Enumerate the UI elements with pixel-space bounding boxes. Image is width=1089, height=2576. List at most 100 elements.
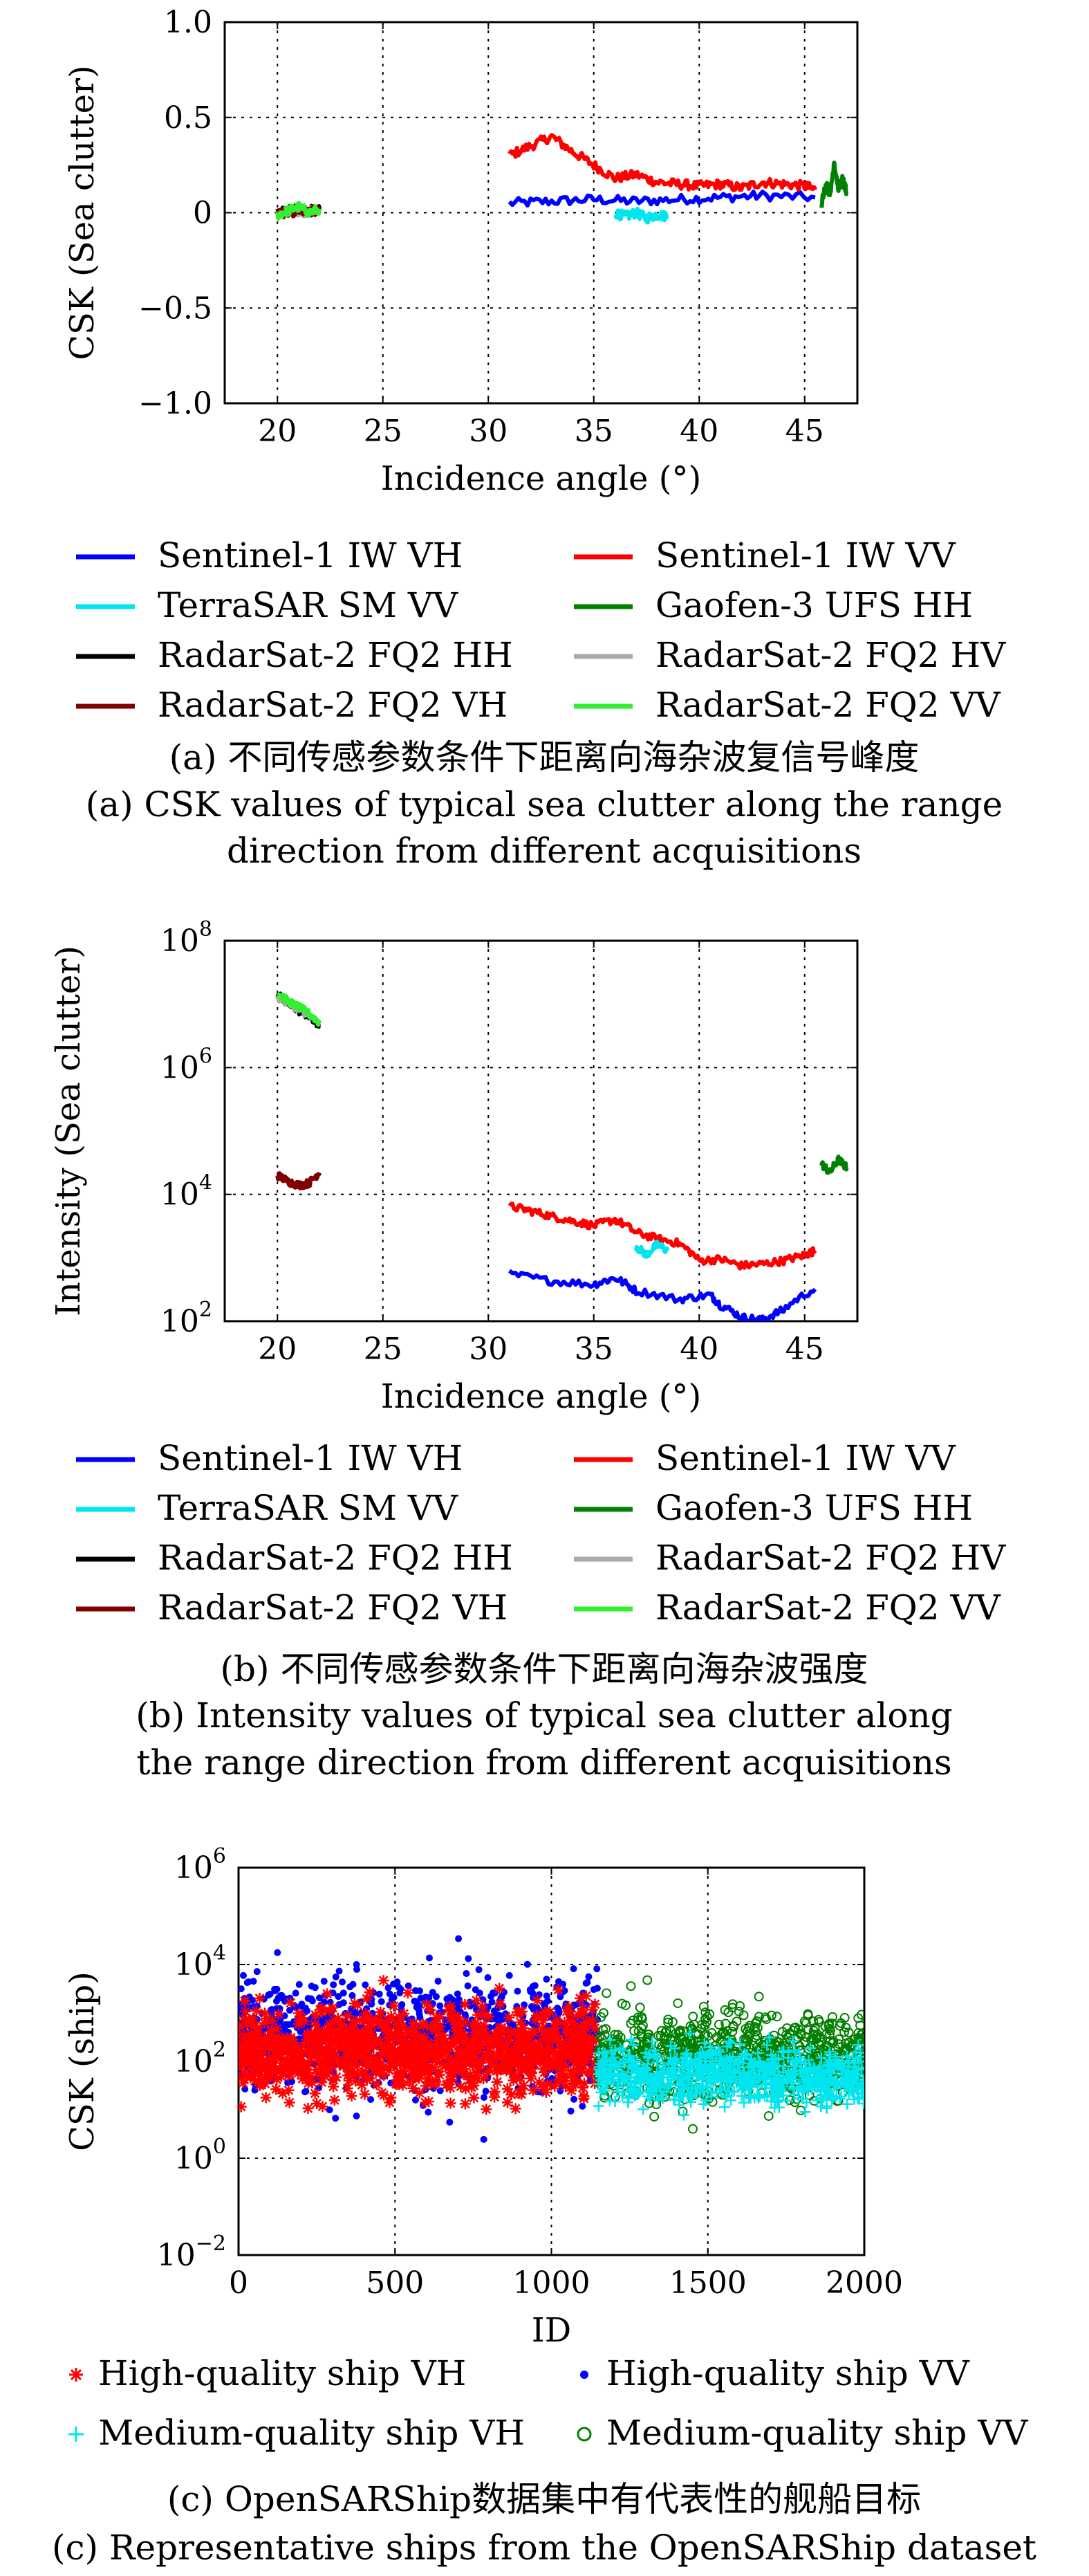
point-medium-quality-ship-vh: [824, 2075, 836, 2087]
point-medium-quality-ship-vh: [682, 2089, 694, 2101]
point-high-quality-ship-vh: [244, 2032, 256, 2044]
point-high-quality-ship-vh: [304, 2055, 316, 2067]
point-medium-quality-ship-vv: [606, 2034, 617, 2044]
point-medium-quality-ship-vv: [743, 2023, 754, 2033]
point-high-quality-ship-vh: [551, 2059, 563, 2070]
point-high-quality-ship-vh: [361, 1993, 373, 2005]
point-high-quality-ship-vh: [357, 2068, 369, 2079]
point-high-quality-ship-vh: [366, 2014, 378, 2025]
point-high-quality-ship-vh: [491, 2065, 503, 2077]
point-medium-quality-ship-vh: [657, 2092, 669, 2104]
point-medium-quality-ship-vv: [727, 2026, 738, 2036]
point-high-quality-ship-vh: [508, 2068, 519, 2080]
point-medium-quality-ship-vh: [823, 2048, 835, 2060]
point-high-quality-ship-vh: [512, 2032, 524, 2044]
point-high-quality-ship-vh: [560, 2035, 572, 2047]
point-high-quality-ship-vh: [431, 2044, 443, 2056]
point-medium-quality-ship-vh: [806, 2079, 817, 2090]
point-high-quality-ship-vh: [548, 2045, 559, 2057]
point-high-quality-ship-vv: [530, 1994, 537, 2002]
point-high-quality-ship-vv: [464, 1982, 472, 1989]
point-medium-quality-ship-vh: [719, 2101, 731, 2113]
point-high-quality-ship-vh: [478, 2009, 490, 2021]
point-high-quality-ship-vv: [484, 1974, 492, 1981]
point-high-quality-ship-vh: [394, 2077, 406, 2089]
point-high-quality-ship-vh: [580, 1990, 592, 2002]
point-high-quality-ship-vv: [529, 1982, 537, 1990]
point-high-quality-ship-vv: [579, 2102, 586, 2110]
point-high-quality-ship-vh: [570, 2030, 581, 2041]
point-high-quality-ship-vh: [405, 2048, 417, 2060]
point-high-quality-ship-vh: [239, 2048, 249, 2059]
series-line-terrasar-sm-vv: [633, 1240, 670, 1259]
point-high-quality-ship-vh: [373, 2014, 385, 2025]
point-medium-quality-ship-vh: [754, 2090, 765, 2102]
point-medium-quality-ship-vh: [799, 2106, 811, 2118]
point-high-quality-ship-vh: [385, 2092, 397, 2104]
caption-b-en-1: (b) Intensity values of typical sea clut…: [136, 1695, 952, 1736]
point-high-quality-ship-vv: [316, 1994, 324, 2002]
point-medium-quality-ship-vh: [611, 2061, 623, 2072]
point-medium-quality-ship-vv: [767, 2010, 777, 2021]
point-medium-quality-ship-vv: [738, 2010, 749, 2021]
point-high-quality-ship-vh: [516, 2006, 528, 2017]
point-high-quality-ship-vh: [271, 2074, 283, 2086]
point-high-quality-ship-vh: [375, 2006, 387, 2018]
point-high-quality-ship-vh: [378, 1975, 389, 1987]
legend-label-terrasar-sm-vv: TerraSAR SM VV: [158, 585, 458, 625]
point-high-quality-ship-vh: [346, 2054, 358, 2066]
point-high-quality-ship-vh: [531, 2009, 543, 2021]
point-high-quality-ship-vh: [295, 2064, 307, 2076]
point-high-quality-ship-vv: [593, 1985, 601, 1992]
point-medium-quality-ship-vh: [694, 2066, 706, 2077]
point-high-quality-ship-vh: [342, 2010, 353, 2022]
point-high-quality-ship-vh: [581, 2044, 593, 2056]
point-medium-quality-ship-vv: [748, 2041, 758, 2051]
point-high-quality-ship-vh: [275, 2051, 287, 2063]
point-high-quality-ship-vh: [519, 2063, 531, 2074]
panel-a-chart: 20 25 30 35 40 45 −1.0 −0.5 0 0.5 1.0 Incidence ang…: [63, 5, 859, 498]
point-high-quality-ship-vh: [431, 2022, 443, 2034]
point-high-quality-ship-vh: [324, 2037, 335, 2049]
point-medium-quality-ship-vh: [698, 2050, 710, 2062]
point-high-quality-ship-vh: [536, 2023, 548, 2034]
point-high-quality-ship-vv: [570, 1965, 577, 1973]
point-high-quality-ship-vv: [454, 1990, 461, 1998]
y-axis-label: Intensity (Sea clutter): [49, 946, 88, 1316]
point-high-quality-ship-vh: [404, 2041, 416, 2052]
point-high-quality-ship-vv: [443, 1995, 451, 2003]
point-high-quality-ship-vh: [467, 2019, 478, 2031]
point-medium-quality-ship-vh: [609, 2095, 621, 2107]
series-line-radarsat-2-fq2-vv: [275, 201, 322, 221]
point-high-quality-ship-vh: [568, 2066, 580, 2077]
point-high-quality-ship-vh: [239, 1995, 251, 2007]
point-medium-quality-ship-vv: [660, 2027, 671, 2038]
point-high-quality-ship-vh: [249, 2075, 261, 2087]
point-medium-quality-ship-vv: [659, 2033, 669, 2043]
point-high-quality-ship-vh: [472, 2073, 483, 2085]
point-high-quality-ship-vh: [407, 2082, 419, 2094]
point-high-quality-ship-vh: [544, 2006, 556, 2018]
point-high-quality-ship-vh: [330, 2054, 342, 2066]
point-high-quality-ship-vh: [512, 2054, 524, 2066]
point-medium-quality-ship-vv: [735, 2001, 745, 2012]
point-high-quality-ship-vh: [420, 2055, 432, 2067]
point-high-quality-ship-vh: [440, 2059, 452, 2071]
point-high-quality-ship-vv: [567, 2107, 575, 2115]
point-medium-quality-ship-vh: [855, 2062, 864, 2074]
point-high-quality-ship-vh: [494, 2041, 505, 2052]
point-high-quality-ship-vh: [264, 2071, 276, 2083]
point-high-quality-ship-vh: [469, 2048, 481, 2059]
point-high-quality-ship-vh: [297, 2073, 308, 2085]
point-high-quality-ship-vh: [482, 2036, 494, 2048]
point-medium-quality-ship-vv: [814, 2016, 824, 2027]
point-medium-quality-ship-vh: [804, 2043, 816, 2054]
legend-label-radarsat-2-fq2-vv: RadarSat-2 FQ2 VV: [655, 685, 1001, 725]
point-high-quality-ship-vh: [331, 2071, 342, 2083]
point-high-quality-ship-vh: [514, 2016, 526, 2028]
point-medium-quality-ship-vh: [726, 2086, 738, 2098]
point-medium-quality-ship-vh: [644, 2093, 656, 2105]
point-medium-quality-ship-vh: [776, 2046, 788, 2058]
point-high-quality-ship-vv: [362, 1981, 369, 1989]
point-high-quality-ship-vh: [464, 2073, 476, 2085]
